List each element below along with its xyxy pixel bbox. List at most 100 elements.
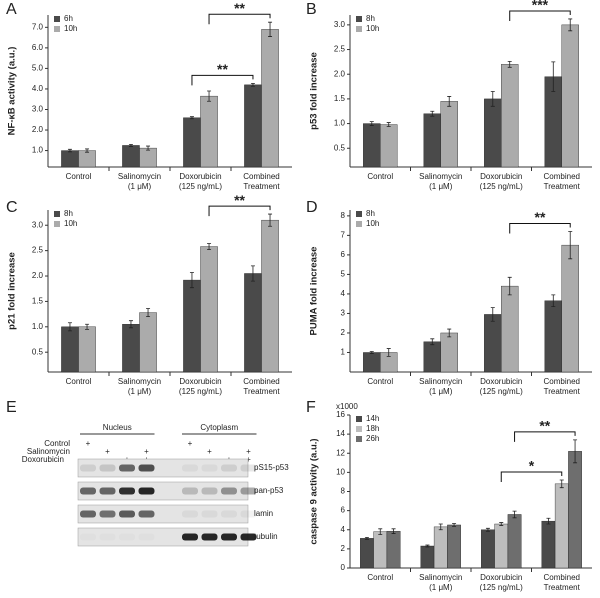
bar bbox=[363, 123, 381, 168]
error-bar bbox=[250, 265, 255, 282]
blot-band bbox=[119, 510, 135, 518]
y-tick-label: 2.5 bbox=[32, 246, 44, 255]
legend-label: 10h bbox=[366, 219, 379, 228]
blot-band bbox=[221, 464, 237, 472]
y-tick-label: 0.5 bbox=[32, 347, 44, 356]
legend-swatch bbox=[54, 26, 60, 32]
y-tick-label: 1.0 bbox=[32, 146, 44, 155]
y-tick-label: 14 bbox=[336, 429, 345, 438]
legend-swatch bbox=[356, 26, 362, 32]
treatment-label: Salinomycin bbox=[27, 447, 70, 456]
y-tick-label: 3.0 bbox=[334, 20, 346, 29]
x-tick-label: (1 μM) bbox=[429, 583, 453, 592]
scale-note: x1000 bbox=[336, 402, 358, 411]
x-tick-label: Control bbox=[367, 573, 393, 582]
error-bar bbox=[568, 231, 573, 260]
x-tick-label: Combined bbox=[544, 573, 580, 582]
blot-band bbox=[119, 534, 135, 541]
error-bar bbox=[447, 328, 452, 338]
error-bar bbox=[490, 91, 495, 107]
bar bbox=[200, 246, 218, 373]
bar bbox=[440, 101, 458, 168]
error-bar bbox=[551, 294, 556, 308]
treatment-mark: + bbox=[207, 447, 212, 456]
error-bar bbox=[67, 322, 72, 332]
y-tick-label: 12 bbox=[336, 448, 345, 457]
panel-label: F bbox=[306, 399, 316, 416]
y-axis-label: NF-κB activity (a.u.) bbox=[7, 47, 18, 136]
legend-swatch bbox=[356, 436, 362, 442]
error-bar bbox=[559, 479, 564, 489]
bar bbox=[433, 526, 448, 569]
y-axis-label: PUMA fold increase bbox=[309, 247, 320, 336]
y-tick-label: 1.5 bbox=[32, 297, 44, 306]
y-tick-label: 0 bbox=[341, 563, 346, 572]
error-bar bbox=[369, 351, 374, 354]
y-tick-label: 1.0 bbox=[334, 119, 346, 128]
error-bar bbox=[67, 148, 72, 153]
x-tick-label: Combined bbox=[544, 172, 580, 181]
x-tick-label: Treatment bbox=[243, 182, 280, 191]
bar bbox=[420, 545, 435, 569]
blot-band bbox=[119, 464, 135, 472]
y-tick-label: 1 bbox=[341, 348, 346, 357]
y-tick-label: 3 bbox=[341, 309, 346, 318]
error-bar bbox=[128, 320, 133, 329]
error-bar bbox=[386, 348, 391, 357]
significance-bracket bbox=[500, 471, 563, 483]
y-tick-label: 2 bbox=[341, 328, 346, 337]
error-bar bbox=[268, 213, 273, 227]
error-bar bbox=[507, 60, 512, 68]
bar bbox=[373, 531, 388, 569]
y-tick-label: 4 bbox=[341, 289, 346, 298]
blot-band bbox=[201, 464, 218, 472]
error-bar bbox=[146, 308, 151, 318]
bar bbox=[484, 98, 502, 168]
error-bar bbox=[568, 18, 573, 32]
panel-label: D bbox=[306, 199, 318, 216]
bar bbox=[423, 113, 441, 168]
y-tick-label: 7.0 bbox=[32, 22, 44, 31]
x-tick-label: Salinomycin bbox=[118, 377, 161, 386]
x-tick-label: (125 ng/mL) bbox=[179, 387, 222, 396]
treatment-mark: + bbox=[105, 447, 110, 456]
error-bar bbox=[438, 523, 443, 531]
blot-band bbox=[201, 510, 218, 518]
x-tick-label: (125 ng/mL) bbox=[480, 182, 523, 191]
x-tick-label: (1 μM) bbox=[429, 182, 453, 191]
error-bar bbox=[425, 544, 430, 548]
blot-band bbox=[99, 487, 116, 495]
blot-band bbox=[80, 510, 96, 518]
blot-band bbox=[201, 533, 218, 541]
error-bar bbox=[207, 243, 212, 251]
y-tick-label: 1.5 bbox=[334, 94, 346, 103]
treatment-mark: + bbox=[144, 447, 149, 456]
x-tick-label: (125 ng/mL) bbox=[480, 387, 523, 396]
x-tick-label: Control bbox=[367, 172, 393, 181]
x-tick-label: Treatment bbox=[544, 182, 581, 191]
x-tick-label: Salinomycin bbox=[419, 377, 462, 386]
y-axis-label: caspase 9 activity (a.u.) bbox=[309, 438, 320, 544]
blot-band bbox=[182, 464, 198, 472]
x-tick-label: Control bbox=[66, 377, 92, 386]
error-bar bbox=[490, 307, 495, 322]
x-tick-label: Doxorubicin bbox=[179, 172, 221, 181]
y-tick-label: 4.0 bbox=[32, 84, 44, 93]
blot-strip bbox=[77, 504, 249, 524]
x-tick-label: Salinomycin bbox=[118, 172, 161, 181]
bar bbox=[139, 147, 157, 168]
bar bbox=[183, 117, 201, 168]
x-tick-label: (1 μM) bbox=[128, 387, 152, 396]
bar bbox=[261, 29, 279, 168]
bar bbox=[139, 312, 157, 373]
blot-band bbox=[240, 510, 257, 518]
bar bbox=[568, 451, 582, 569]
blot-band bbox=[80, 487, 96, 495]
blot-strip bbox=[77, 458, 249, 478]
error-bar bbox=[250, 83, 255, 87]
blot-band bbox=[240, 533, 257, 541]
significance-label: ** bbox=[217, 61, 228, 77]
y-tick-label: 2.5 bbox=[334, 45, 346, 54]
significance-bracket bbox=[509, 222, 571, 234]
bar bbox=[494, 523, 509, 569]
